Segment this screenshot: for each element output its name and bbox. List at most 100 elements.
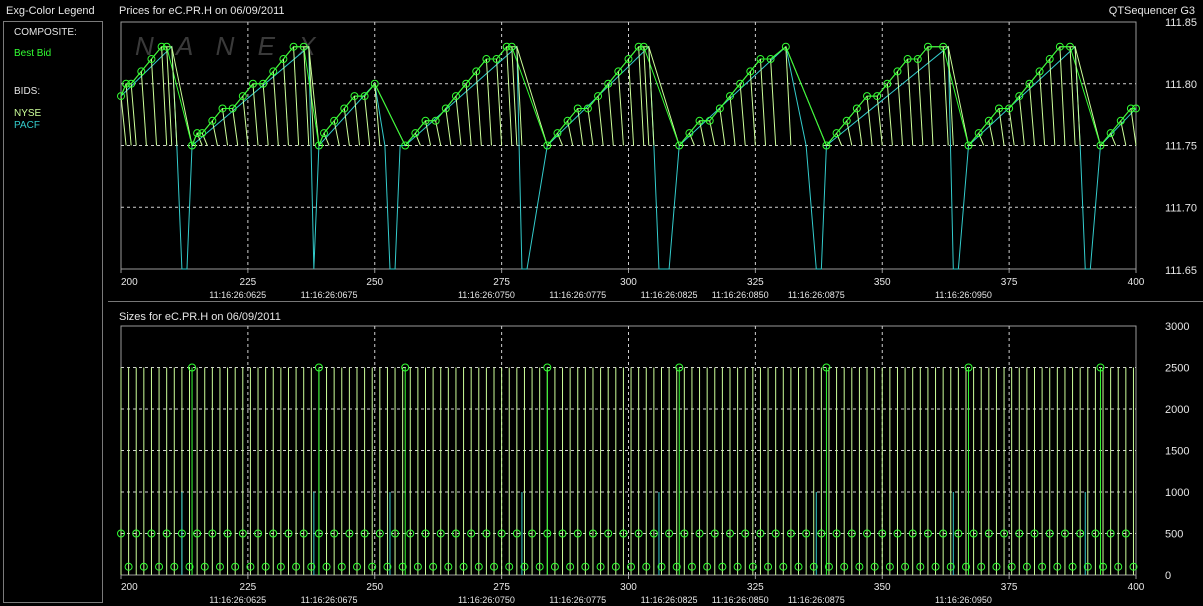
best-bid-marker bbox=[1106, 129, 1115, 138]
nyse-drop bbox=[643, 46, 650, 146]
best-bid-marker bbox=[411, 129, 420, 138]
best-bid-marker bbox=[974, 129, 983, 138]
best-bid-marker bbox=[218, 104, 227, 113]
best-bid-size-marker bbox=[817, 529, 826, 538]
best-bid-size-marker bbox=[703, 562, 712, 571]
best-bid-size-marker bbox=[276, 562, 285, 571]
best-bid-size-marker bbox=[657, 562, 666, 571]
nyse-drop bbox=[171, 46, 178, 146]
best-bid-marker bbox=[502, 42, 511, 51]
series-nyse bbox=[120, 45, 1136, 148]
best-bid-size-marker bbox=[307, 562, 316, 571]
best-bid-marker bbox=[573, 104, 582, 113]
best-bid-size-marker bbox=[550, 562, 559, 571]
nyse-drop bbox=[125, 83, 132, 146]
size-panel-title: Sizes for eC.PR.H on 06/09/2011 bbox=[119, 311, 281, 323]
best-bid-marker bbox=[330, 116, 339, 125]
best-bid-size-marker bbox=[756, 529, 765, 538]
y-tick-label: 111.75 bbox=[1165, 141, 1197, 153]
best-bid-size-marker bbox=[375, 529, 384, 538]
best-bid-size-marker bbox=[1068, 562, 1077, 571]
best-bid-marker bbox=[1005, 104, 1014, 113]
nyse-drop bbox=[556, 132, 563, 146]
best-bid-marker bbox=[1116, 116, 1125, 125]
legend-pacf[interactable]: PACF bbox=[14, 120, 40, 131]
price-plot: 111.85 111.80 111.75 111.70 111.65 200 225 250 2… bbox=[117, 17, 1197, 300]
best-bid-size-marker bbox=[748, 562, 757, 571]
nyse-drop bbox=[739, 83, 746, 146]
best-bid-marker bbox=[1066, 42, 1075, 51]
time-label: 11:16:26:0750 bbox=[458, 595, 515, 605]
best-bid-marker bbox=[614, 67, 623, 76]
best-bid-marker bbox=[289, 42, 298, 51]
nyse-drop bbox=[577, 108, 584, 146]
time-label: 11:16:26:0825 bbox=[641, 290, 698, 300]
nyse-drop bbox=[516, 46, 523, 146]
best-bid-marker bbox=[117, 92, 125, 101]
nyse-drop bbox=[567, 120, 574, 146]
best-bid-marker bbox=[228, 104, 237, 113]
y-tick-label: 0 bbox=[1165, 570, 1171, 582]
best-bid-size-marker bbox=[162, 529, 171, 538]
best-bid-size-marker bbox=[512, 529, 521, 538]
best-bid-size-marker bbox=[314, 363, 323, 372]
best-bid-marker bbox=[507, 42, 516, 51]
nyse-drop bbox=[896, 71, 904, 146]
nyse-drop bbox=[688, 132, 695, 146]
best-bid-size-marker bbox=[695, 529, 704, 538]
nyse-drop bbox=[211, 120, 218, 146]
best-bid-size-marker bbox=[482, 529, 491, 538]
x-tick-label: 400 bbox=[1128, 582, 1145, 593]
best-bid-size-marker bbox=[726, 529, 734, 538]
best-bid-size-marker bbox=[497, 529, 506, 538]
best-bid-marker bbox=[472, 67, 481, 76]
best-bid-size-marker bbox=[1083, 562, 1092, 571]
nyse-drop bbox=[587, 108, 594, 146]
time-label: 11:16:26:0825 bbox=[641, 595, 698, 605]
panel-divider bbox=[108, 301, 1203, 302]
best-bid-marker bbox=[188, 141, 197, 150]
best-bid-size-marker bbox=[284, 529, 293, 538]
x-tick-label: 300 bbox=[620, 582, 637, 593]
best-bid-marker bbox=[370, 79, 379, 88]
nyse-drop bbox=[648, 46, 655, 146]
nyse-drop bbox=[150, 59, 158, 146]
best-bid-marker bbox=[492, 55, 501, 64]
best-bid-size-marker bbox=[292, 562, 301, 571]
best-bid-size-marker bbox=[413, 562, 422, 571]
best-bid-size-marker bbox=[908, 529, 917, 538]
nyse-drop bbox=[729, 96, 736, 146]
best-bid-size-marker bbox=[733, 562, 742, 571]
legend-nyse[interactable]: NYSE bbox=[14, 108, 42, 119]
best-bid-size-marker bbox=[558, 529, 567, 538]
nyse-drop bbox=[1039, 71, 1046, 146]
best-bid-size-marker bbox=[254, 529, 263, 538]
nyse-drop bbox=[1008, 108, 1015, 146]
best-bid-size-marker bbox=[330, 529, 339, 538]
best-bid-size-marker bbox=[436, 529, 445, 538]
best-bid-marker bbox=[162, 42, 171, 51]
best-bid-size-marker bbox=[1007, 562, 1016, 571]
nyse-drop bbox=[1018, 96, 1025, 146]
best-bid-size-marker bbox=[543, 363, 552, 372]
nyse-drop bbox=[907, 59, 914, 146]
best-bid-marker bbox=[604, 79, 613, 88]
best-bid-marker bbox=[269, 67, 278, 76]
best-bid-size-marker bbox=[916, 562, 925, 571]
nyse-drop bbox=[272, 71, 279, 146]
best-bid-size-marker bbox=[611, 562, 620, 571]
nyse-drop bbox=[353, 96, 361, 146]
best-bid-marker bbox=[994, 104, 1003, 113]
legend-best-bid[interactable]: Best Bid bbox=[14, 48, 52, 59]
best-bid-size-marker bbox=[566, 562, 575, 571]
best-bid-size-marker bbox=[855, 562, 864, 571]
nyse-drop bbox=[759, 59, 767, 146]
price-panel-title: Prices for eC.PR.H on 06/09/2011 bbox=[119, 5, 285, 17]
best-bid-size-marker bbox=[649, 529, 658, 538]
best-bid-marker bbox=[431, 116, 440, 125]
y-tick-label: 1000 bbox=[1165, 487, 1189, 499]
best-bid-size-marker bbox=[710, 529, 719, 538]
x-tick-label: 400 bbox=[1128, 277, 1145, 288]
best-bid-marker bbox=[421, 116, 430, 125]
